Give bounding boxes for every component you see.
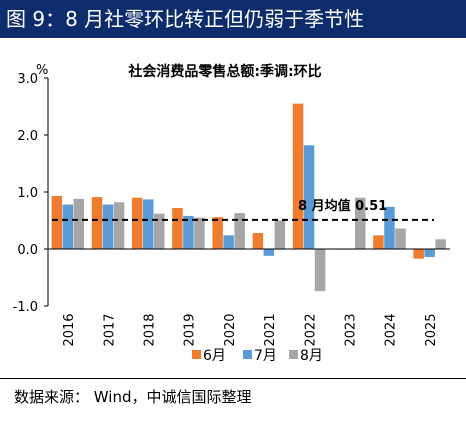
bar-2019-6月 bbox=[172, 207, 183, 249]
y-unit-label: % bbox=[36, 63, 48, 78]
bar-2020-6月 bbox=[212, 217, 223, 249]
bar-2018-6月 bbox=[132, 197, 143, 249]
y-tick-label: 0.0 bbox=[17, 243, 38, 258]
footer-divider bbox=[0, 378, 466, 379]
bar-2023-8月 bbox=[355, 197, 366, 249]
bar-2025-8月 bbox=[435, 239, 446, 249]
y-tick-label: -1.0 bbox=[13, 300, 38, 315]
bar-2024-6月 bbox=[373, 235, 384, 249]
bar-2017-6月 bbox=[91, 197, 103, 249]
bar-2024-7月 bbox=[384, 206, 395, 249]
bar-2021-6月 bbox=[252, 233, 264, 249]
chart-area: 社会消费品零售总额:季调:环比 % -1.0 0.0 1.0 2.0 3.0 2016 2… bbox=[0, 38, 466, 378]
x-tick-label: 2016 bbox=[62, 313, 77, 346]
y-axis: -1.0 0.0 1.0 2.0 3.0 bbox=[13, 72, 49, 315]
bar-2021-7月 bbox=[263, 249, 275, 256]
figure-title: 图 9：8 月社零环比转正但仍弱于季节性 bbox=[0, 0, 466, 38]
x-tick-label: 2017 bbox=[102, 313, 117, 346]
bar-2020-7月 bbox=[223, 235, 234, 249]
x-tick-label: 2024 bbox=[384, 313, 399, 346]
bar-2025-7月 bbox=[424, 249, 435, 257]
x-tick-label: 2023 bbox=[344, 313, 359, 346]
legend-label: 8月 bbox=[300, 348, 323, 364]
x-tick-label: 2018 bbox=[143, 313, 158, 346]
legend: 6月 7月 8月 bbox=[192, 348, 323, 364]
legend-swatch-6月 bbox=[192, 350, 201, 359]
y-tick-label: 2.0 bbox=[17, 129, 38, 144]
bar-2017-8月 bbox=[113, 202, 125, 249]
bar-2022-8月 bbox=[314, 249, 326, 292]
x-tick-label: 2020 bbox=[223, 313, 238, 346]
bar-2016-7月 bbox=[62, 204, 74, 249]
bar-2022-7月 bbox=[303, 145, 315, 249]
bar-2016-6月 bbox=[51, 195, 63, 249]
bar-2018-8月 bbox=[154, 213, 165, 249]
bar-2025-6月 bbox=[413, 249, 424, 259]
x-tick-label: 2022 bbox=[303, 313, 318, 346]
legend-label: 6月 bbox=[203, 348, 226, 364]
bars bbox=[51, 103, 446, 292]
source-note: 数据来源： Wind，中诚信国际整理 bbox=[14, 388, 252, 406]
bar-2024-8月 bbox=[395, 228, 406, 249]
bar-2019-8月 bbox=[194, 217, 205, 249]
x-tick-label: 2025 bbox=[424, 313, 439, 346]
bar-2017-7月 bbox=[102, 204, 114, 249]
legend-swatch-8月 bbox=[289, 350, 298, 359]
x-tick-label: 2021 bbox=[263, 313, 278, 346]
bar-2019-7月 bbox=[183, 215, 194, 249]
bar-2020-8月 bbox=[234, 213, 245, 249]
y-tick-label: 1.0 bbox=[17, 186, 38, 201]
reference-line-label: 8 月均值 0.51 bbox=[298, 198, 387, 214]
bar-2021-8月 bbox=[274, 220, 286, 249]
legend-swatch-7月 bbox=[243, 350, 252, 359]
bar-2016-8月 bbox=[73, 198, 85, 249]
bar-chart: 社会消费品零售总额:季调:环比 % -1.00.01.02.03.0 2016 2… bbox=[13, 63, 450, 364]
reference-line-group: 8 月均值 0.51 bbox=[52, 198, 434, 221]
bar-2022-6月 bbox=[292, 103, 304, 250]
legend-label: 7月 bbox=[254, 348, 277, 364]
x-tick-label: 2019 bbox=[183, 313, 198, 346]
x-axis: 2016 2017 2018 2019 2020 2021 2022 2023 2024 2025 bbox=[48, 248, 450, 347]
chart-title: 社会消费品零售总额:季调:环比 bbox=[127, 63, 321, 80]
y-tick-label: 3.0 bbox=[17, 72, 38, 87]
bar-2018-7月 bbox=[143, 199, 154, 249]
